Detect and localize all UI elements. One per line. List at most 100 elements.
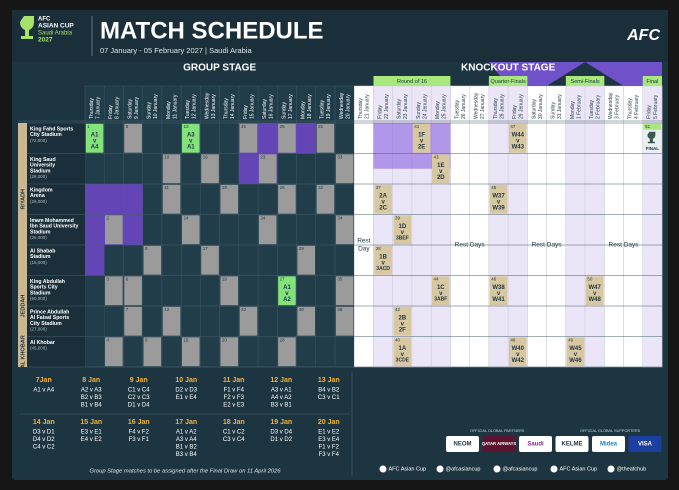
- sponsor-name: VISA: [638, 442, 653, 448]
- match-cell: [85, 123, 104, 153]
- match-number: 43: [434, 155, 440, 160]
- day-header: Saturday: [262, 98, 268, 119]
- match-cell: [105, 215, 123, 245]
- match-cell: [162, 184, 181, 214]
- day-header: Thursday: [224, 98, 230, 119]
- region-band: [18, 275, 27, 337]
- match-teams: W38: [492, 285, 505, 291]
- match-cell: [374, 245, 392, 275]
- day-header: Friday: [243, 105, 249, 119]
- day-header: Friday: [512, 105, 518, 119]
- match-number: 49: [568, 338, 574, 343]
- match-number: 44: [434, 277, 440, 282]
- match-number: 10: [164, 155, 170, 160]
- match-cell: [316, 123, 335, 153]
- match-number: 9: [145, 338, 148, 343]
- day-header: 3 February: [615, 94, 621, 119]
- summary-match: B2 v B3: [81, 395, 103, 401]
- match-teams: FINAL: [646, 146, 659, 151]
- match-cell: [201, 154, 219, 184]
- match-number: 48: [510, 338, 516, 343]
- day-header: Monday: [301, 101, 307, 119]
- day-header: 25 January: [442, 94, 448, 119]
- match-teams: v: [516, 138, 520, 144]
- match-cell: [297, 306, 315, 336]
- summary-match: C1 v C2: [223, 430, 245, 436]
- match-number: 47: [510, 124, 516, 129]
- summary-match: B1 v B2: [176, 445, 198, 451]
- match-number: 14: [183, 216, 189, 221]
- match-cell: [162, 306, 181, 336]
- day-header: 19 January: [326, 94, 332, 119]
- match-cell: [335, 276, 354, 306]
- match-teams: 1D: [399, 224, 407, 230]
- match-cell: [162, 154, 181, 184]
- day-header: 18 January: [307, 94, 313, 119]
- match-cell: [105, 337, 123, 367]
- match-cell: [220, 337, 239, 367]
- match-teams: v: [593, 291, 597, 297]
- day-header: Thursday: [627, 98, 633, 119]
- day-header: Sunday: [551, 102, 557, 119]
- match-cell: [278, 123, 296, 153]
- day-header: 20 January: [345, 94, 351, 119]
- summary-match: E3 v E4: [318, 437, 340, 443]
- summary-match: A3 v A4: [176, 437, 197, 443]
- sponsor-logo: [519, 436, 552, 452]
- social-icon: [436, 465, 444, 473]
- match-cell: [124, 306, 142, 336]
- match-teams: v: [516, 352, 520, 358]
- match-number: 25: [280, 124, 286, 129]
- match-teams: 2D: [437, 175, 445, 181]
- partners-label: OFFICIAL GLOBAL PARTNERS: [470, 429, 525, 433]
- summary-match: F1 v F4: [224, 388, 245, 394]
- summary-match: E4 v E2: [81, 437, 103, 443]
- match-cell: [297, 245, 315, 275]
- summary-match: D4 v D2: [33, 437, 55, 443]
- day-header: Sunday: [147, 102, 153, 119]
- sponsor-logo: [555, 436, 589, 452]
- match-cell: [335, 306, 354, 336]
- match-number: 27: [280, 277, 286, 282]
- sponsor-name: Saudi: [527, 442, 544, 448]
- round-label-box: [565, 76, 605, 86]
- match-cell: [258, 215, 277, 245]
- knockout-column: [469, 85, 490, 368]
- day-header: 8 January: [115, 97, 121, 119]
- summary-match: F4 v F2: [129, 430, 150, 436]
- sponsor-name: KELME: [562, 442, 583, 448]
- summary-match: F1 v F2: [319, 445, 340, 451]
- match-teams: W39: [492, 205, 505, 211]
- day-header: Sunday: [281, 102, 287, 119]
- match-cell: [201, 245, 219, 275]
- knockout-column: [450, 85, 470, 368]
- venue-name: Kingdom: [30, 187, 53, 193]
- venue-name: Stadium: [30, 229, 51, 235]
- day-header: Tuesday: [185, 100, 191, 119]
- sponsor-logo: [592, 436, 625, 452]
- summary-match: D1 v D2: [270, 437, 292, 443]
- match-cell: [181, 123, 200, 153]
- match-number: 19: [222, 277, 228, 282]
- summary-match: A3 v A1: [271, 388, 292, 394]
- summary-date: 19 Jan: [270, 419, 292, 426]
- knockout-column: [546, 85, 567, 368]
- match-cell: [258, 154, 277, 184]
- round-label: Final: [646, 79, 658, 85]
- day-header: 7 January: [95, 97, 101, 119]
- venue-name: City Stadium: [30, 321, 62, 327]
- match-teams: 1C: [437, 285, 445, 291]
- match-teams: A2: [283, 297, 291, 303]
- match-number: 33: [337, 155, 343, 160]
- sponsor-logo: [628, 436, 662, 452]
- summary-match: C3 v C1: [318, 395, 340, 401]
- venue-capacity: (26,000): [30, 199, 47, 204]
- day-header: Monday: [166, 101, 172, 119]
- day-header: 24 January: [422, 94, 428, 119]
- match-teams: v: [401, 230, 405, 236]
- day-header: Wednesday: [474, 92, 480, 119]
- round-label: Semi-Finals: [571, 79, 600, 85]
- day-header: 17 January: [288, 94, 294, 119]
- summary-match: E3 v E1: [81, 430, 103, 436]
- day-header: 10 January: [153, 94, 159, 119]
